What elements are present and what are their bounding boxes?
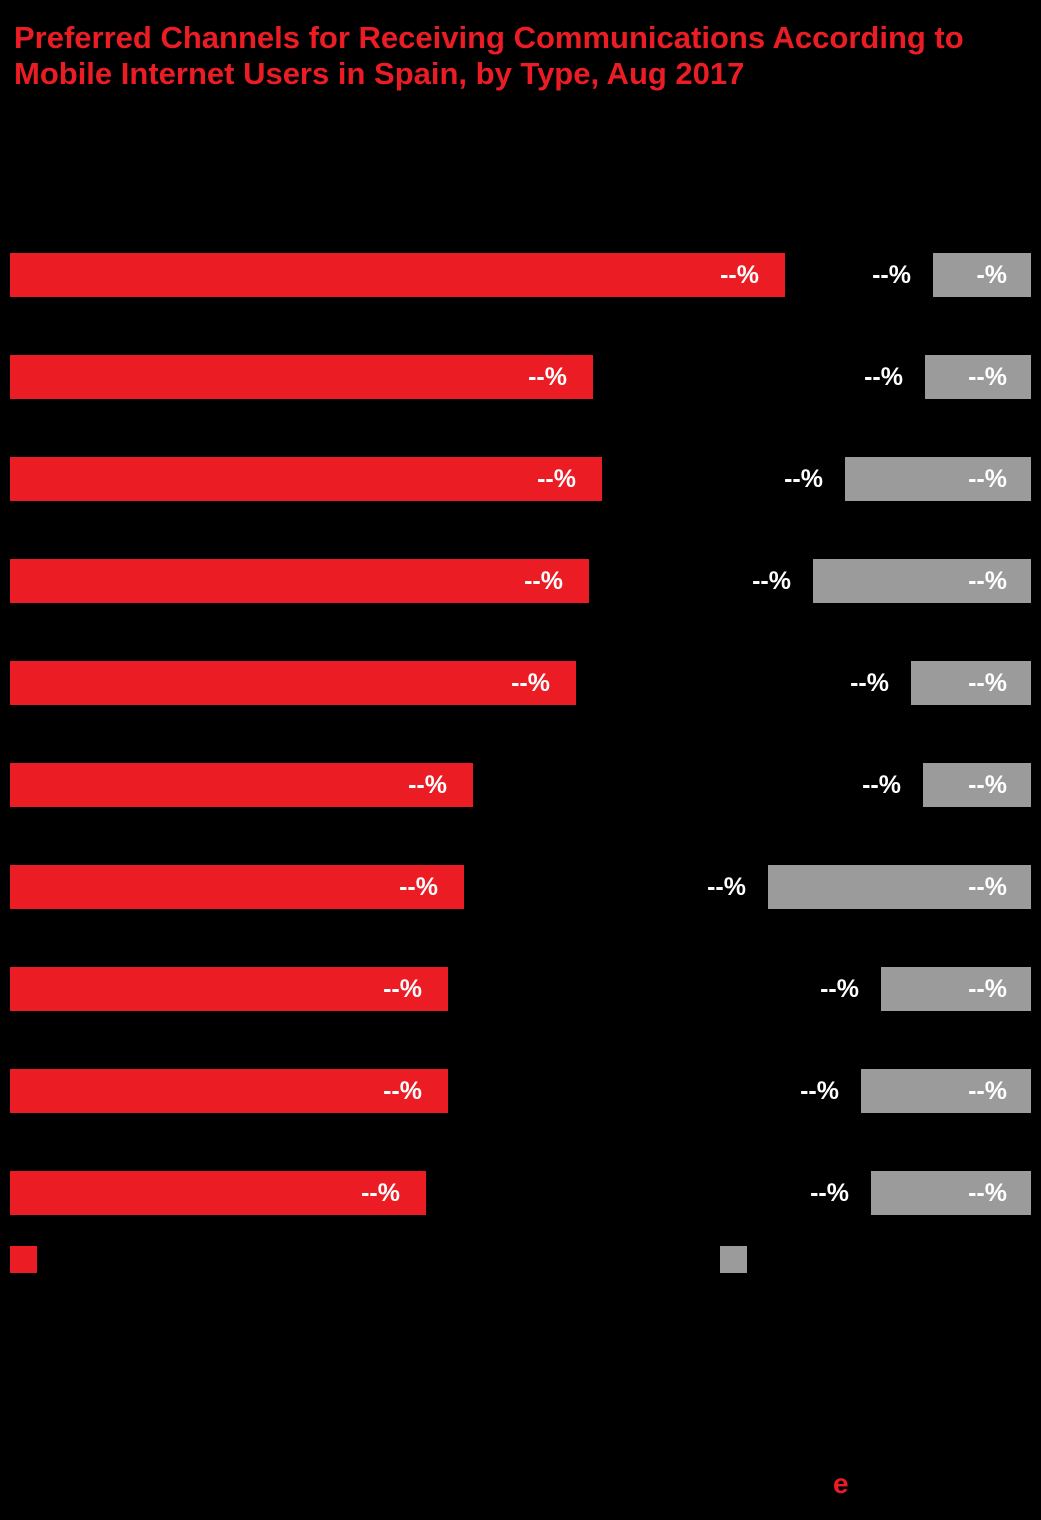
mid-value-label: --% [862,771,901,799]
chart-legend [10,1246,1031,1274]
gray-bar-value-label: -% [976,261,1007,289]
red-bar-value-label: --% [408,771,447,799]
mid-value-label: --% [872,261,911,289]
mid-value-label: --% [707,873,746,901]
mid-value-label: --% [784,465,823,493]
emarketer-logo-e: e [833,1468,849,1499]
red-bar: --% [10,253,785,297]
red-bar: --% [10,967,448,1011]
gray-bar-value-label: --% [968,975,1007,1003]
red-bar-value-label: --% [399,873,438,901]
red-bar-value-label: --% [511,669,550,697]
red-bar: --% [10,865,464,909]
bar-row: --% --% --% [10,355,1031,399]
bar-row: --% --% --% [10,1171,1031,1215]
gray-bar: --% [768,865,1031,909]
bar-row: --% --% --% [10,967,1031,1011]
red-bar: --% [10,1069,448,1113]
gray-bar-value-label: --% [968,771,1007,799]
red-bar: --% [10,559,589,603]
red-bar-value-label: --% [537,465,576,493]
gray-bar-value-label: --% [968,1179,1007,1207]
red-bar: --% [10,763,473,807]
gray-bar: --% [925,355,1031,399]
mid-value-label: --% [850,669,889,697]
red-bar-value-label: --% [720,261,759,289]
red-bar-value-label: --% [528,363,567,391]
bar-row: --% --% --% [10,763,1031,807]
gray-bar: --% [911,661,1031,705]
red-bar: --% [10,1171,426,1215]
mid-value-label: --% [810,1179,849,1207]
bar-row: --% --% -% [10,253,1031,297]
red-bar: --% [10,355,593,399]
gray-bar: --% [881,967,1031,1011]
legend-swatch-red [10,1246,37,1273]
gray-bar: --% [923,763,1031,807]
gray-bar: -% [933,253,1031,297]
mid-value-label: --% [864,363,903,391]
gray-bar: --% [845,457,1031,501]
bar-row: --% --% --% [10,1069,1031,1113]
bar-row: --% --% --% [10,865,1031,909]
chart-title: Preferred Channels for Receiving Communi… [14,20,964,92]
gray-bar: --% [861,1069,1031,1113]
legend-swatch-gray [720,1246,747,1273]
bar-chart-rows: --% --% -% --% --% --% --% --% --% --% --% --% --% --… [10,253,1031,1273]
mid-value-label: --% [752,567,791,595]
red-bar-value-label: --% [383,1077,422,1105]
bar-row: --% --% --% [10,559,1031,603]
red-bar: --% [10,661,576,705]
gray-bar-value-label: --% [968,873,1007,901]
mid-value-label: --% [800,1077,839,1105]
gray-bar-value-label: --% [968,363,1007,391]
gray-bar-value-label: --% [968,465,1007,493]
bar-row: --% --% --% [10,457,1031,501]
gray-bar-value-label: --% [968,669,1007,697]
red-bar-value-label: --% [383,975,422,1003]
mid-value-label: --% [820,975,859,1003]
gray-bar-value-label: --% [968,567,1007,595]
red-bar: --% [10,457,602,501]
red-bar-value-label: --% [361,1179,400,1207]
gray-bar-value-label: --% [968,1077,1007,1105]
bar-row: --% --% --% [10,661,1031,705]
gray-bar: --% [871,1171,1031,1215]
red-bar-value-label: --% [524,567,563,595]
gray-bar: --% [813,559,1031,603]
